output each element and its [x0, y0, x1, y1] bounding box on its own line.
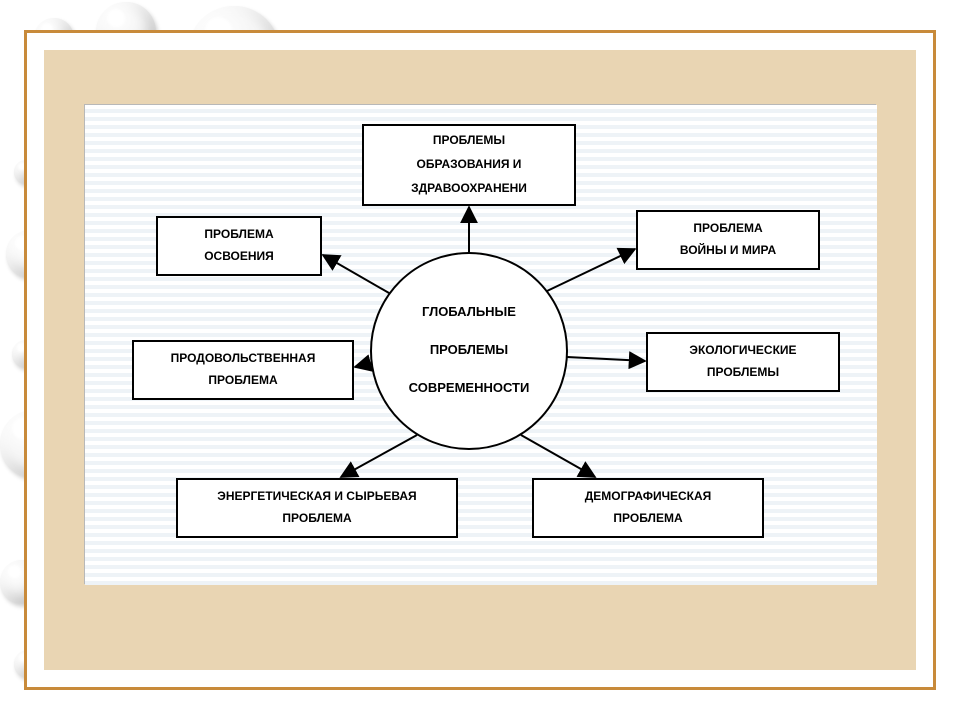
node-war-peace	[637, 211, 819, 269]
node-demography	[533, 479, 763, 537]
page-root: ГЛОБАЛЬНЫЕПРОБЛЕМЫСОВРЕМЕННОСТИПРОБЛЕМЫО…	[0, 0, 960, 720]
node-energy	[177, 479, 457, 537]
node-ecology	[647, 333, 839, 391]
node-exploration	[157, 217, 321, 275]
diagram-frame: ГЛОБАЛЬНЫЕПРОБЛЕМЫСОВРЕМЕННОСТИПРОБЛЕМЫО…	[84, 104, 876, 584]
node-food	[133, 341, 353, 399]
radial-diagram: ГЛОБАЛЬНЫЕПРОБЛЕМЫСОВРЕМЕННОСТИПРОБЛЕМЫО…	[85, 105, 877, 585]
